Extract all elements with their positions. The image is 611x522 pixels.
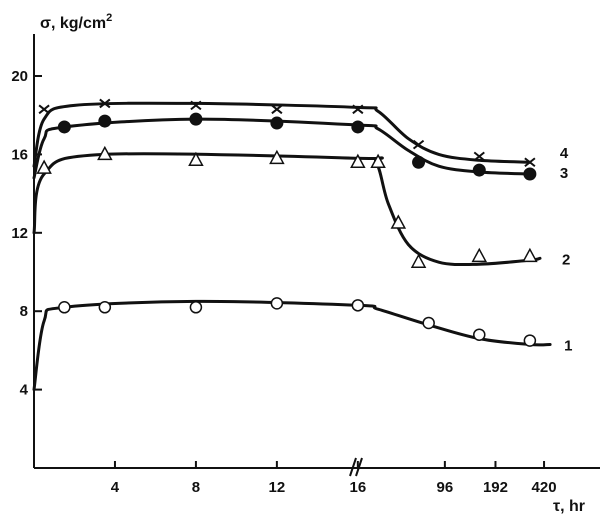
series-1-point (189, 301, 203, 314)
x-tick-label: 192 (483, 479, 508, 496)
series-labels: 1 2 3 4 (560, 145, 573, 354)
x-tick-label: 12 (269, 479, 286, 496)
x-ticks: 4 8 12 16 96 192 420 (111, 461, 557, 496)
axes (33, 34, 600, 469)
series-2-label: 2 (562, 251, 570, 268)
y-axis-label-sup: 2 (106, 12, 112, 24)
y-tick-label: 16 (11, 146, 28, 163)
x-tick-label: 16 (349, 479, 366, 496)
series-1-point (473, 328, 486, 341)
series-2-point (390, 214, 407, 229)
axis-break (349, 457, 363, 477)
x-tick-label: 8 (192, 479, 200, 496)
curves (32, 101, 552, 392)
x-axis-label: τ, hr (553, 498, 585, 515)
series-4-point (99, 98, 111, 109)
series-4-point (190, 100, 202, 111)
series-3-point (57, 120, 71, 134)
series-2-point (36, 159, 52, 174)
series-3-point (189, 112, 203, 126)
axis-break-mark (349, 457, 363, 477)
series-1-point (270, 297, 284, 310)
series-4-point (271, 104, 283, 115)
series-1-point (422, 316, 435, 330)
series-3-point (98, 114, 112, 128)
series-4-point (524, 157, 536, 168)
series-1-point (523, 334, 537, 347)
y-ticks: 4 8 12 16 20 (11, 68, 42, 399)
series-3-label: 3 (560, 165, 568, 182)
series-3-point (412, 155, 426, 169)
y-tick-label: 20 (11, 68, 28, 85)
series-1-point (58, 301, 71, 314)
series-1-curve (32, 299, 552, 392)
series-3-curve (32, 117, 532, 180)
markers (36, 98, 538, 347)
series-3-point (472, 163, 486, 177)
series-1-point (98, 301, 112, 314)
series-2-point (350, 153, 366, 168)
series-4-point (352, 104, 364, 115)
series-2-point (410, 253, 427, 268)
series-2-point (370, 153, 386, 168)
series-4-point (473, 151, 485, 162)
series-2-point (269, 149, 285, 165)
series-3-point (270, 116, 284, 130)
y-axis-label: σ, kg/cm2 (40, 12, 112, 32)
y-tick-label: 12 (11, 225, 28, 242)
series-4-point (38, 104, 50, 115)
series-1-point (351, 299, 365, 312)
series-4-point (412, 139, 425, 150)
series-1-label: 1 (564, 338, 572, 355)
series-2-point (471, 247, 488, 263)
series-2-curve (32, 152, 542, 267)
series-4-label: 4 (560, 145, 569, 162)
y-tick-label: 8 (20, 303, 28, 320)
x-tick-label: 96 (437, 479, 454, 496)
series-2-point (97, 145, 113, 161)
x-tick-label: 420 (532, 479, 557, 496)
series-3-point (351, 120, 365, 134)
series-2-point (188, 151, 204, 167)
series-3-point (523, 167, 537, 181)
x-tick-label: 4 (111, 479, 120, 496)
y-tick-label: 4 (20, 382, 29, 399)
series-4-curve (32, 101, 532, 168)
series-2-point (522, 247, 538, 263)
